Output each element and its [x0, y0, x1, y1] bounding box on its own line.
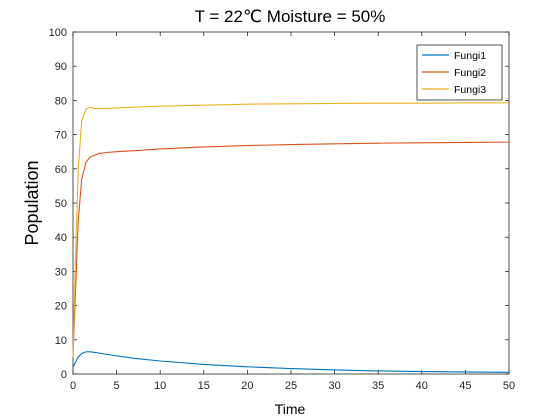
legend-label-fungi3: Fungi3 [454, 84, 486, 96]
x-tick-label: 35 [372, 380, 384, 392]
y-tick-label: 40 [55, 232, 67, 244]
y-tick-label: 30 [55, 266, 67, 278]
y-tick-label: 10 [55, 335, 67, 347]
x-axis-title: Time [275, 401, 306, 417]
legend-label-fungi1: Fungi1 [454, 50, 486, 62]
y-tick-label: 20 [55, 301, 67, 313]
y-tick-label: 50 [55, 198, 67, 210]
x-tick-label: 45 [459, 380, 471, 392]
x-tick-label: 20 [241, 380, 253, 392]
x-tick-label: 10 [154, 380, 166, 392]
y-tick-label: 0 [61, 369, 67, 381]
y-tick-label: 100 [49, 27, 67, 39]
y-tick-label: 90 [55, 61, 67, 73]
chart-title: T = 22℃ Moisture = 50% [195, 7, 386, 26]
y-tick-label: 70 [55, 130, 67, 142]
legend: Fungi1 Fungi2 Fungi3 [417, 45, 502, 100]
x-tick-label: 40 [416, 380, 428, 392]
y-tick-label: 80 [55, 95, 67, 107]
x-tick-label: 50 [503, 380, 515, 392]
y-tick-label: 60 [55, 164, 67, 176]
x-tick-label: 5 [114, 380, 120, 392]
legend-label-fungi2: Fungi2 [454, 67, 486, 79]
x-tick-label: 0 [70, 380, 76, 392]
x-tick-label: 30 [328, 380, 340, 392]
x-tick-label: 15 [198, 380, 210, 392]
y-axis-title: Population [22, 160, 42, 245]
x-tick-label: 25 [285, 380, 297, 392]
